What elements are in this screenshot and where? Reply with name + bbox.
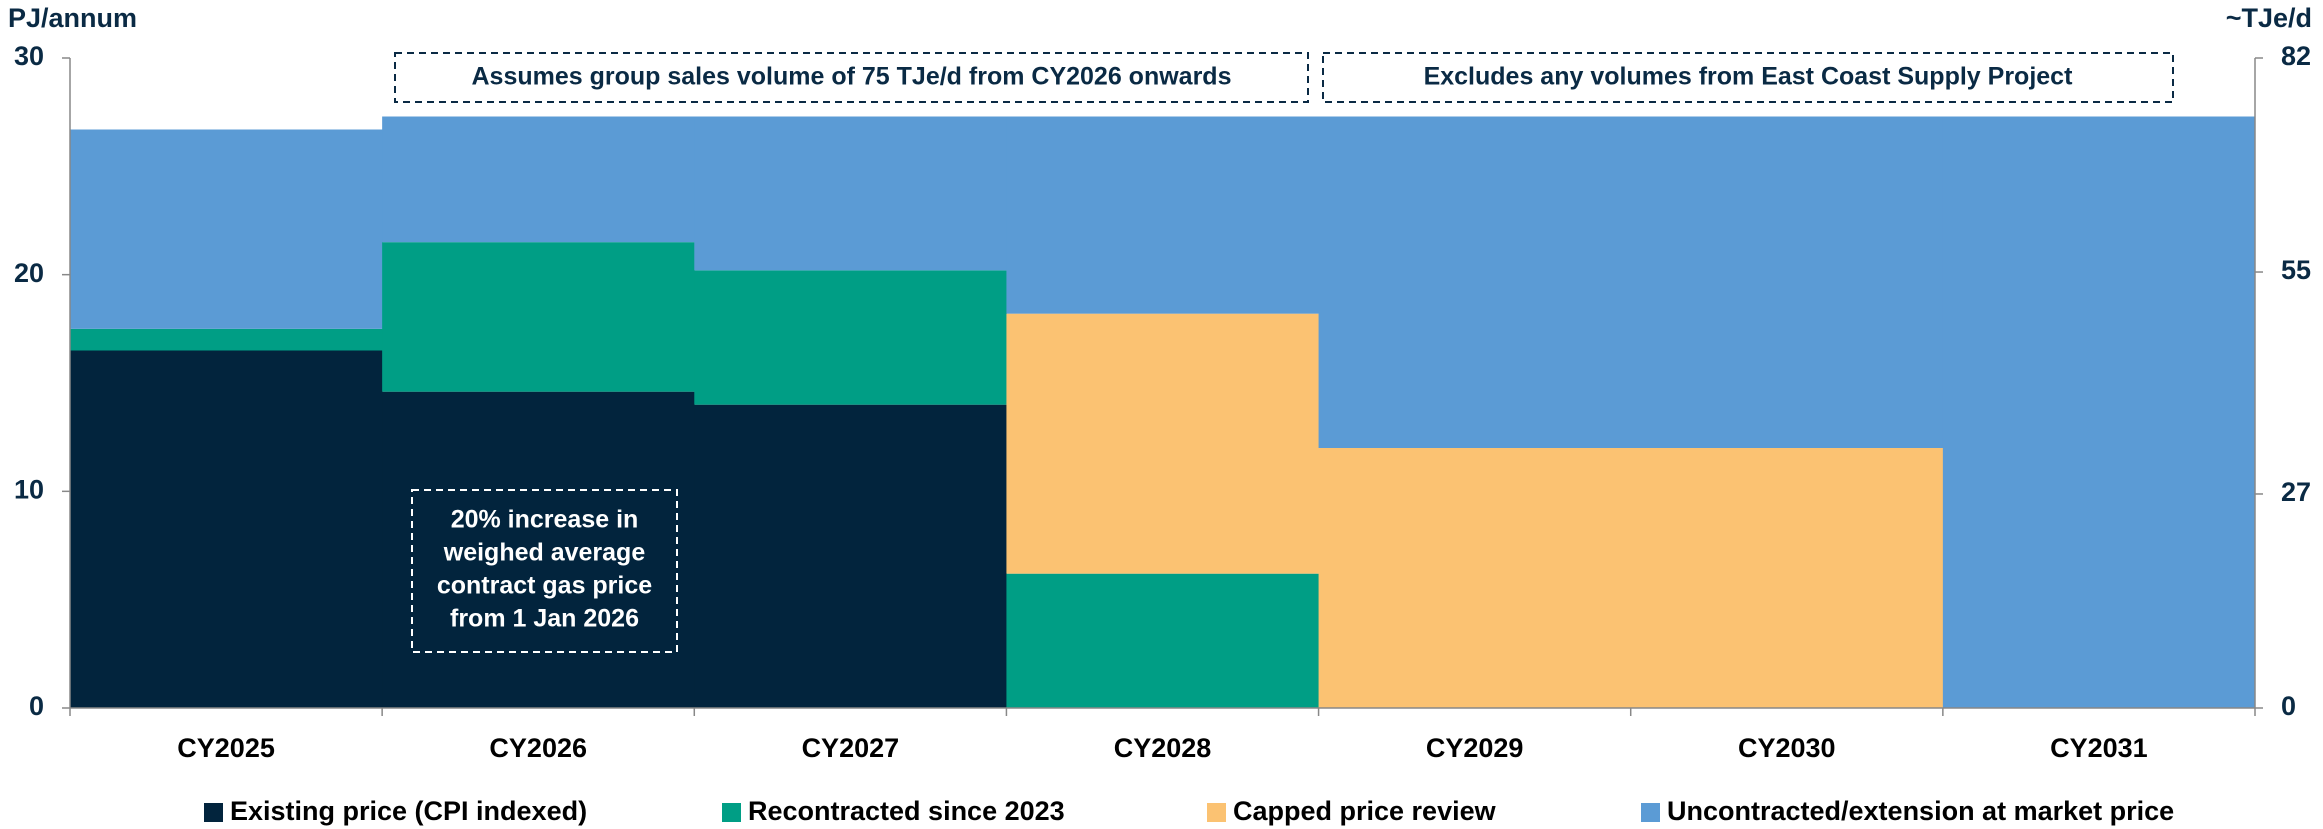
bar-segment xyxy=(1318,448,1632,708)
bar-segment xyxy=(70,129,383,329)
bar-segment xyxy=(1630,116,1944,448)
annotation: contract gas price xyxy=(437,572,652,600)
bar-segment xyxy=(1006,313,1320,574)
x-tick-label: CY2025 xyxy=(177,733,275,763)
x-tick-label: CY2030 xyxy=(1738,733,1836,763)
x-tick-label: CY2031 xyxy=(2050,733,2148,763)
legend-swatch xyxy=(722,803,741,822)
legend-label: Capped price review xyxy=(1233,796,1497,826)
annotation: Assumes group sales volume of 75 TJe/d f… xyxy=(472,63,1232,91)
y2-axis-label: ~TJe/d xyxy=(2226,3,2312,33)
x-tick-label: CY2026 xyxy=(489,733,587,763)
annotation-box xyxy=(411,489,678,653)
x-tick-label: CY2029 xyxy=(1426,733,1524,763)
legend-label: Recontracted since 2023 xyxy=(748,796,1065,826)
bar-segment xyxy=(1318,116,1632,448)
bar-segment xyxy=(1006,573,1320,708)
annotation-box xyxy=(394,52,1309,103)
y2-tick-label: 27 xyxy=(2281,477,2311,507)
y-tick-label: 10 xyxy=(14,474,44,504)
annotation-box xyxy=(1322,52,2174,103)
y2-tick-label: 82 xyxy=(2281,41,2311,71)
y-tick-label: 0 xyxy=(29,691,44,721)
bar-segment xyxy=(70,350,383,708)
bar-segment xyxy=(694,404,1007,708)
legend-swatch xyxy=(1641,803,1660,822)
y2-tick-label: 55 xyxy=(2281,255,2311,285)
y-tick-label: 20 xyxy=(14,258,44,288)
annotation: from 1 Jan 2026 xyxy=(450,605,639,633)
annotation: weighed average xyxy=(443,539,646,567)
annotation: Excludes any volumes from East Coast Sup… xyxy=(1424,63,2073,91)
x-tick-label: CY2028 xyxy=(1114,733,1212,763)
annotation: 20% increase in xyxy=(451,506,639,534)
bar-segment xyxy=(1006,116,1320,314)
y-axis-label: PJ/annum xyxy=(8,3,137,33)
legend-swatch xyxy=(1207,803,1226,822)
legend-label: Uncontracted/extension at market price xyxy=(1667,796,2174,826)
bar-segment xyxy=(70,328,383,351)
legend-label: Existing price (CPI indexed) xyxy=(230,796,587,826)
bar-segment xyxy=(382,242,695,392)
bar-segment xyxy=(694,270,1007,405)
bar-segment xyxy=(694,116,1007,271)
bar-segment xyxy=(1630,448,1944,708)
bar-segment xyxy=(1942,116,2256,708)
y-tick-label: 30 xyxy=(14,41,44,71)
x-tick-label: CY2027 xyxy=(802,733,900,763)
bar-segment xyxy=(382,116,695,243)
y2-tick-label: 0 xyxy=(2281,691,2296,721)
legend-swatch xyxy=(204,803,223,822)
bar-segment xyxy=(382,391,695,708)
